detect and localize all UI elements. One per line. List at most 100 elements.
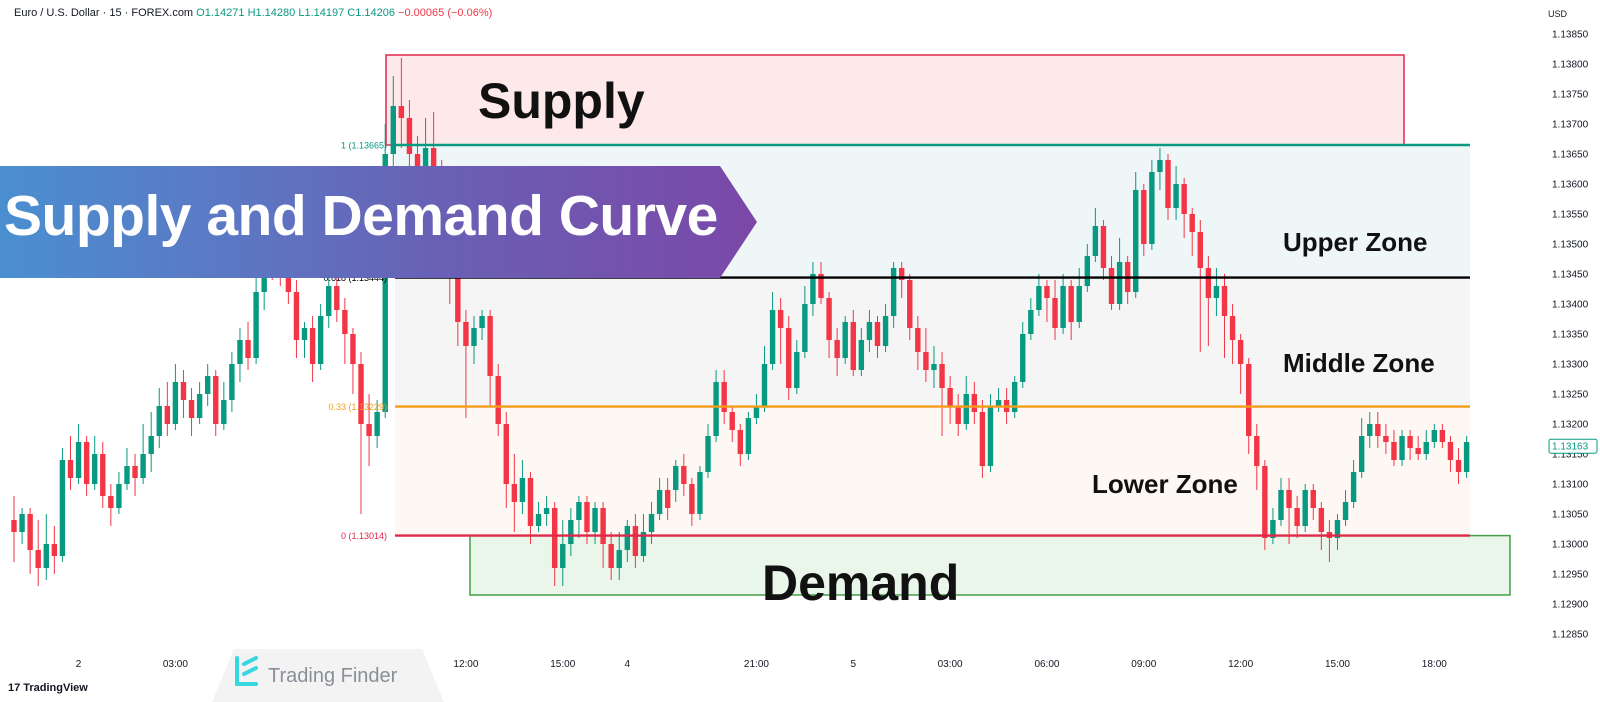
watermark-tab	[212, 649, 444, 702]
candle-body	[1439, 430, 1446, 442]
candle-body	[1141, 190, 1147, 244]
candle-body	[568, 520, 574, 544]
price-tick-label: 1.12900	[1552, 600, 1589, 611]
candle-body	[753, 406, 760, 418]
price-tick-label: 1.13800	[1552, 60, 1589, 71]
close-value: C1.14206	[347, 7, 396, 19]
candle-body	[1213, 286, 1220, 298]
candle-body	[1447, 442, 1454, 460]
candle-body	[1286, 490, 1292, 508]
symbol-info-bar: Euro / U.S. Dollar · 15 · FOREX.com O1.1…	[14, 7, 492, 19]
time-tick-label: 5	[850, 659, 856, 670]
candle-body	[640, 532, 647, 556]
candle-body	[108, 496, 114, 508]
candle-body	[689, 484, 695, 514]
candle-body	[1092, 226, 1099, 256]
price-tick-label: 1.13250	[1552, 390, 1589, 401]
tradingview-logo[interactable]: 17 TradingView	[8, 682, 88, 694]
candle-body	[786, 328, 792, 388]
candle-body	[1358, 436, 1365, 472]
candle-body	[947, 388, 953, 406]
candle-body	[551, 508, 558, 568]
candle-body	[664, 490, 671, 508]
candle-body	[769, 310, 776, 364]
candle-body	[737, 430, 743, 454]
candle-body	[1342, 502, 1349, 520]
fib-label-0-33: 0.33 (1.13229)	[328, 402, 387, 412]
candle-body	[899, 268, 905, 280]
price-tick-label: 1.13650	[1552, 150, 1589, 161]
candle-body	[204, 376, 211, 394]
candle-body	[656, 490, 663, 514]
time-tick-label: 09:00	[1131, 659, 1156, 670]
tradingview-mark-icon: 17	[8, 682, 21, 694]
candle-body	[1262, 466, 1268, 538]
symbol-title[interactable]: Euro / U.S. Dollar · 15 · FOREX.com	[14, 7, 194, 19]
candle-body	[140, 454, 146, 478]
candle-body	[1302, 490, 1308, 526]
candle-body	[955, 406, 961, 424]
candle-body	[1221, 286, 1228, 316]
fib-label-0: 0 (1.13014)	[341, 531, 387, 541]
candle-body	[818, 274, 824, 298]
candle-body	[729, 412, 735, 430]
candle-body	[59, 460, 66, 556]
candle-body	[535, 514, 542, 526]
candle-body	[67, 460, 74, 478]
candle-body	[188, 400, 195, 418]
change-value: −0.00065 (−0.06%)	[398, 7, 493, 19]
time-axis[interactable]: 2 03:00 12:00 15:00 4 21:00 5 03:00 06:00 09:00 12…	[76, 659, 1447, 670]
candle-body	[221, 400, 227, 424]
price-tick-label: 1.13100	[1552, 480, 1589, 491]
candle-body	[245, 340, 251, 358]
upper-zone-label: Upper Zone	[1283, 227, 1428, 257]
candle-body	[503, 424, 509, 484]
candle-body	[180, 382, 187, 400]
candle-body	[317, 316, 324, 364]
lower-zone-band	[395, 406, 1470, 536]
candle-body	[576, 502, 582, 520]
candle-body	[487, 316, 493, 376]
candle-body	[1278, 490, 1284, 520]
candle-body	[35, 550, 41, 568]
candle-body	[971, 394, 978, 412]
candle-body	[1197, 232, 1203, 268]
candle-body	[600, 508, 606, 544]
middle-zone-band	[395, 277, 1470, 407]
candle-body	[810, 274, 816, 304]
candle-body	[301, 328, 308, 340]
fib-label-1: 1 (1.13665)	[341, 141, 387, 151]
candle-body	[156, 406, 162, 436]
candle-body	[1020, 334, 1026, 382]
price-axis[interactable]: USD 1.13850 1.13800 1.13750 1.13700 1.13650 1.…	[1512, 0, 1600, 700]
candle-body	[1246, 364, 1252, 436]
candle-body	[560, 544, 566, 568]
candle-body	[761, 364, 768, 406]
price-tick-label: 1.13850	[1552, 30, 1589, 41]
candle-body	[358, 364, 364, 424]
candle-body	[1310, 490, 1316, 508]
price-axis-background	[1512, 0, 1600, 700]
lower-zone-label: Lower Zone	[1092, 469, 1238, 499]
candle-body	[196, 394, 203, 418]
candle-body	[1052, 298, 1058, 328]
price-tick-label: 1.13500	[1552, 240, 1589, 251]
candle-body	[229, 364, 235, 400]
candle-body	[237, 340, 243, 364]
candle-body	[1270, 520, 1276, 538]
candle-body	[326, 286, 332, 316]
time-tick-label: 2	[76, 659, 82, 670]
candle-body	[285, 268, 292, 292]
candle-body	[463, 322, 469, 346]
candle-body	[1076, 286, 1082, 322]
time-tick-label: 21:00	[744, 659, 769, 670]
candle-body	[382, 154, 388, 412]
candle-body	[850, 322, 856, 370]
candle-body	[963, 394, 969, 424]
candle-body	[979, 412, 986, 466]
candle-body	[1149, 172, 1155, 244]
candle-body	[713, 382, 719, 436]
candle-body	[172, 382, 179, 424]
candle-body	[1237, 340, 1244, 364]
